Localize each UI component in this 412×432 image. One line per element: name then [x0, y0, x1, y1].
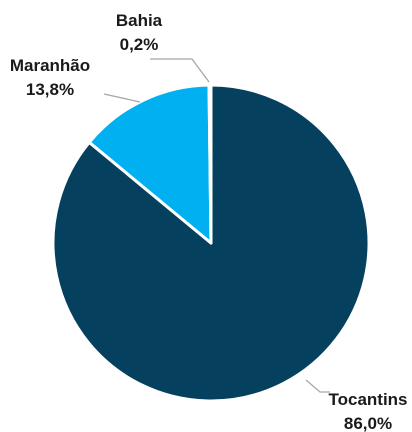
pie-slice-bahia — [207, 83, 213, 245]
labels-layer: Bahia 0,2% Maranhão 13,8% Tocantins 86,0… — [10, 11, 408, 432]
leader-line-tocantins — [305, 379, 330, 393]
slices-layer — [51, 83, 371, 403]
data-label-bahia-value: 0,2% — [120, 35, 159, 54]
leaders-layer — [103, 58, 330, 393]
data-label-bahia-name: Bahia — [116, 11, 163, 30]
data-label-maranhao-value: 13,8% — [26, 80, 74, 99]
data-label-tocantins-value: 86,0% — [344, 414, 392, 432]
leader-line-bahia — [150, 58, 210, 83]
data-label-tocantins-name: Tocantins — [328, 390, 407, 409]
data-label-maranhao-name: Maranhão — [10, 56, 90, 75]
pie-slice-maranhao — [87, 83, 213, 245]
leader-line-maranhao — [103, 93, 141, 103]
